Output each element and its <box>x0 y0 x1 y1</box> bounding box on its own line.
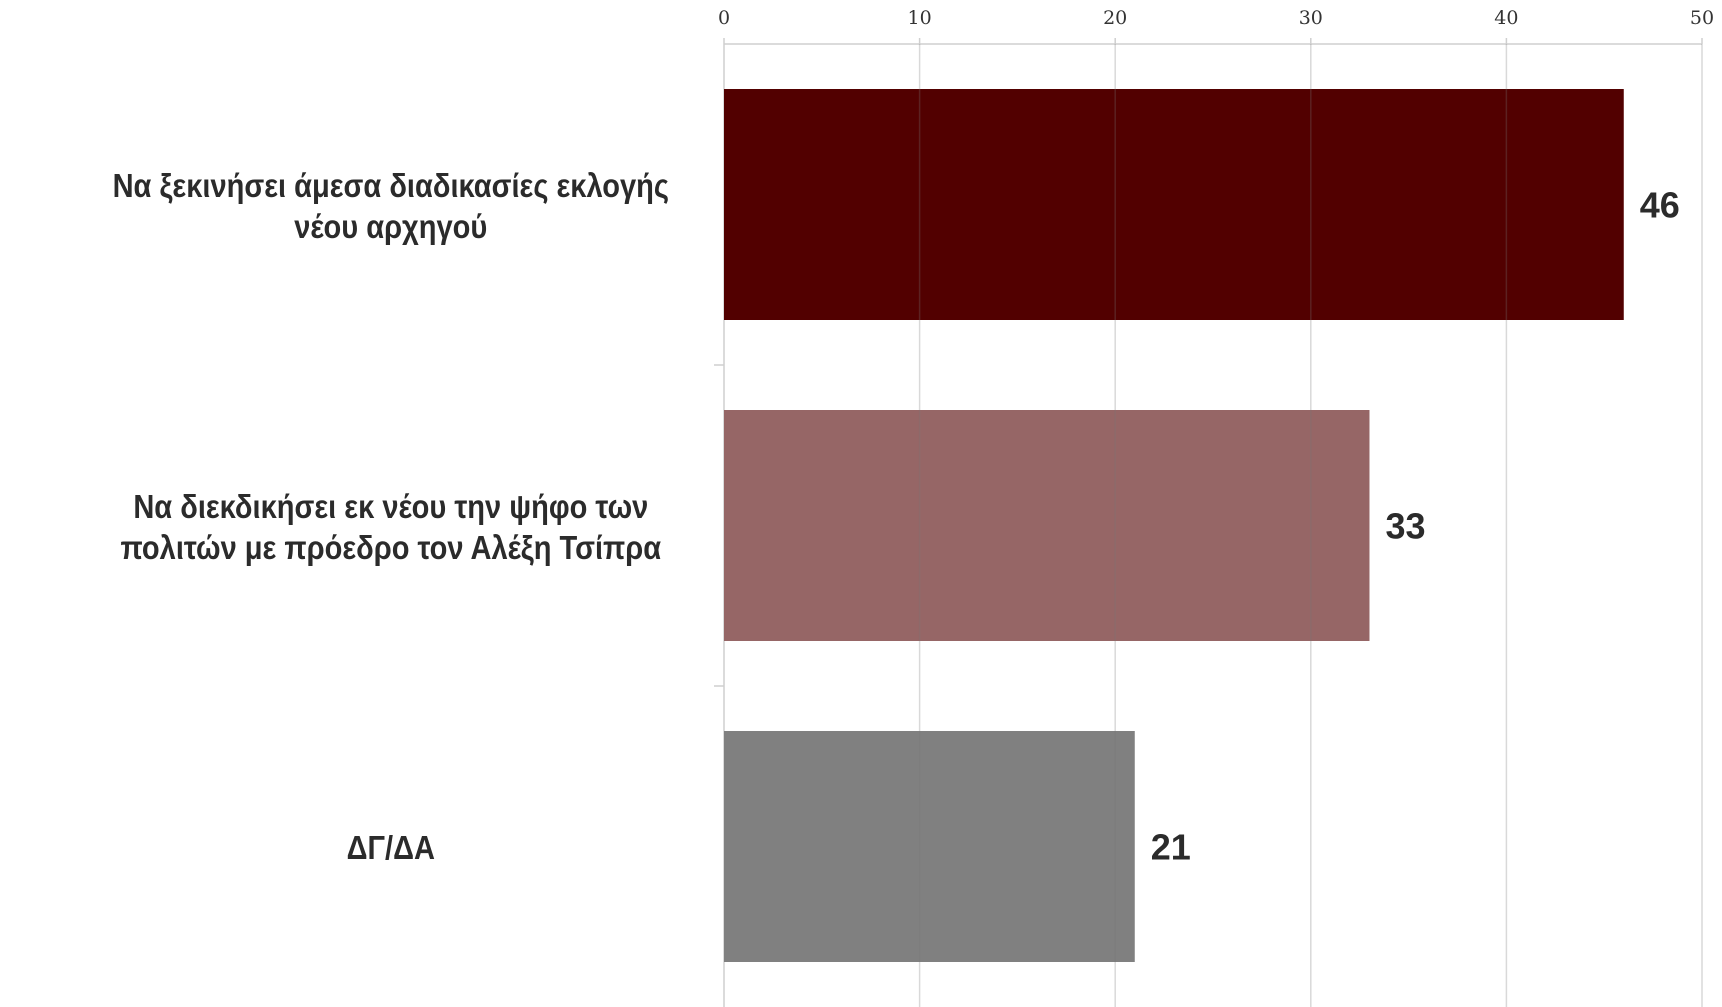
bar <box>724 731 1135 962</box>
data-label: 46 <box>1640 185 1680 226</box>
x-tick-label: 20 <box>1103 7 1127 29</box>
category-label: Να διεκδικήσει εκ νέου την ψήφο των πολι… <box>120 487 662 566</box>
bar <box>724 410 1370 641</box>
x-tick-label: 0 <box>718 7 730 29</box>
data-label: 33 <box>1385 506 1425 547</box>
category-label: Να ξεκινήσει άμεσα διαδικασίες εκλογής ν… <box>112 166 670 245</box>
x-tick-label: 40 <box>1494 7 1518 29</box>
bar <box>724 89 1624 320</box>
category-label: ΔΓ/ΔΑ <box>346 829 435 866</box>
data-label: 21 <box>1151 827 1191 868</box>
x-tick-label: 30 <box>1299 7 1323 29</box>
x-tick-label: 10 <box>908 7 932 29</box>
x-tick-label: 50 <box>1690 7 1714 29</box>
